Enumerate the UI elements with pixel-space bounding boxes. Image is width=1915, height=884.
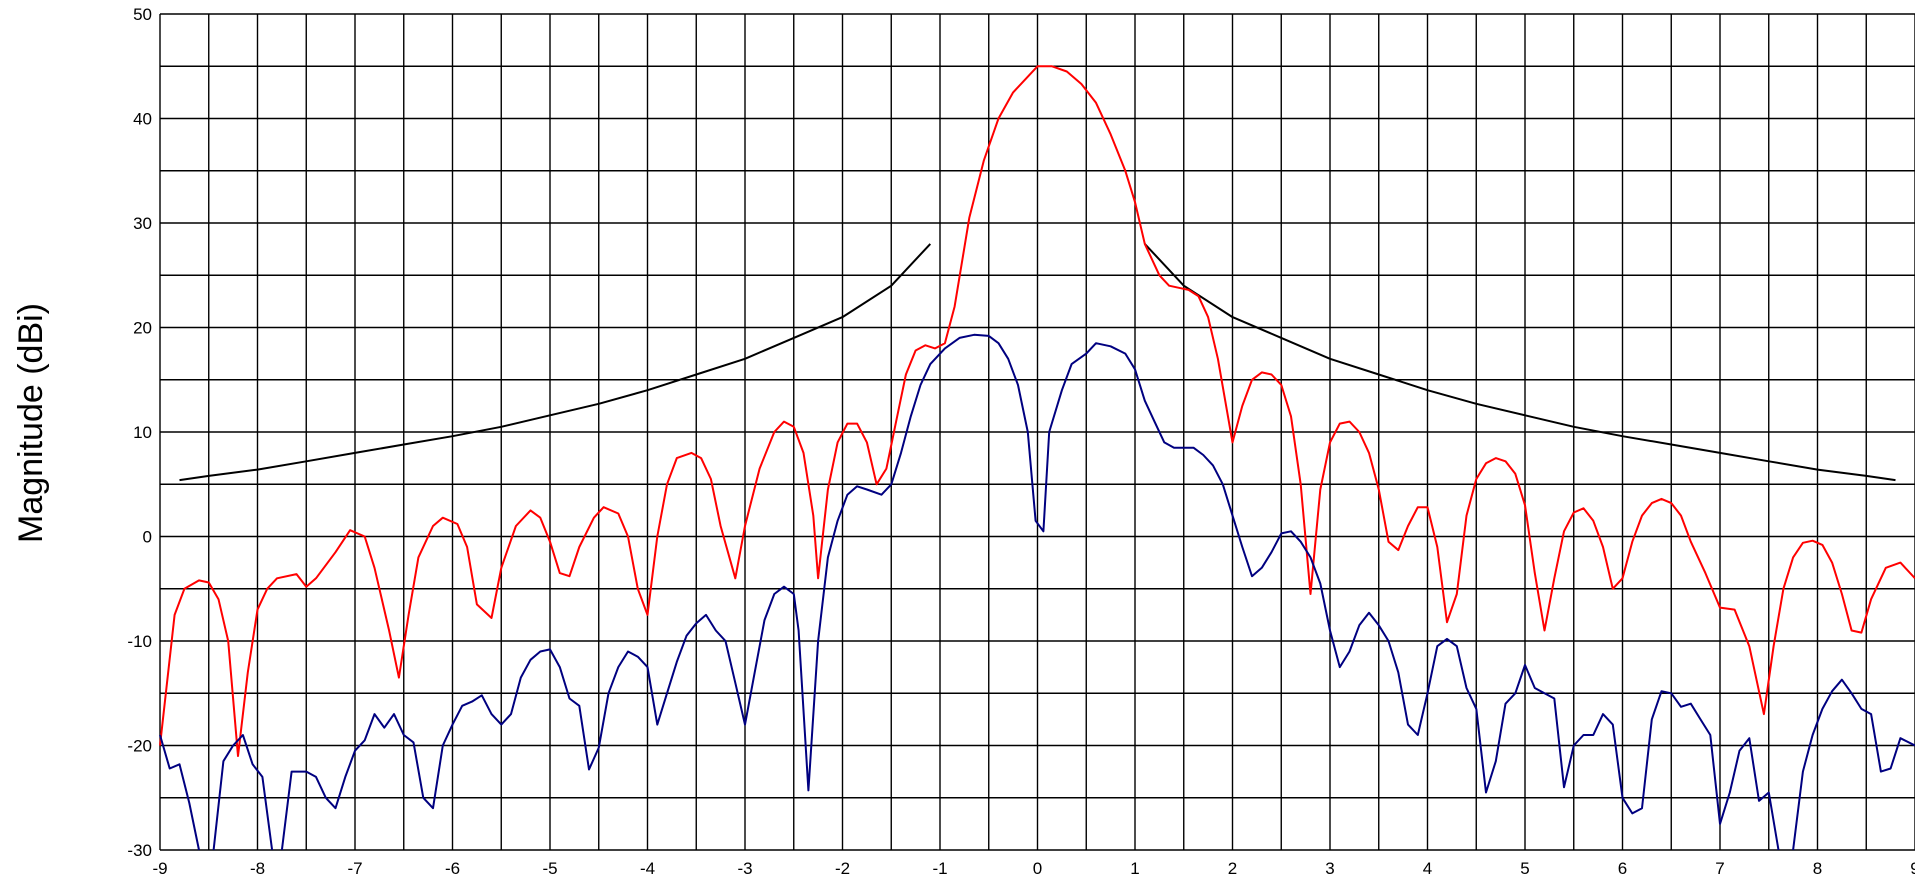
- x-tick-label: -8: [250, 859, 265, 878]
- series-3-line-segment-3: [280, 333, 1780, 851]
- x-tick-label: 6: [1618, 859, 1627, 878]
- y-tick-label: -20: [127, 737, 152, 756]
- y-tick-label: 40: [133, 110, 152, 129]
- y-tick-label: 10: [133, 423, 152, 442]
- y-tick-label: 30: [133, 214, 152, 233]
- x-axis-ticks: -9 -8 -7 -6 -5 -4 -3 -2 -1 0 1 2 3 4 5 6 7 8 9: [152, 859, 1915, 878]
- x-tick-label: 0: [1033, 859, 1042, 878]
- series-3-line-segment-4: [1792, 678, 1915, 851]
- series-3-line-segment-1: [159, 734, 200, 851]
- x-tick-label: 5: [1520, 859, 1529, 878]
- x-tick-label: 3: [1325, 859, 1334, 878]
- series-1-line-segment-1: [179, 243, 932, 482]
- x-tick-label: 7: [1715, 859, 1724, 878]
- x-tick-label: 9: [1910, 859, 1915, 878]
- x-tick-label: -5: [542, 859, 557, 878]
- x-tick-label: 4: [1423, 859, 1432, 878]
- x-tick-label: 1: [1130, 859, 1139, 878]
- series-group: [159, 65, 1915, 851]
- y-tick-label: -10: [127, 632, 152, 651]
- x-tick-label: -7: [347, 859, 362, 878]
- x-tick-label: -4: [640, 859, 655, 878]
- y-tick-label: 50: [133, 5, 152, 24]
- series-1-line-segment-2: [1144, 243, 1896, 482]
- series-2-line-segment-1: [159, 65, 1915, 757]
- y-axis-ticks: -30 -20 -10 0 10 20 30 40 50: [127, 5, 152, 860]
- x-tick-label: 8: [1813, 859, 1822, 878]
- x-tick-label: -3: [737, 859, 752, 878]
- y-tick-label: -30: [127, 841, 152, 860]
- y-axis-label: Magnitude (dBi): [12, 303, 50, 543]
- series-3-line-segment-2: [212, 734, 274, 851]
- x-tick-label: -1: [932, 859, 947, 878]
- x-tick-label: -9: [152, 859, 167, 878]
- y-tick-label: 20: [133, 319, 152, 338]
- x-tick-label: 2: [1228, 859, 1237, 878]
- x-tick-label: -6: [445, 859, 460, 878]
- y-tick-label: 0: [143, 528, 152, 547]
- x-tick-label: -2: [835, 859, 850, 878]
